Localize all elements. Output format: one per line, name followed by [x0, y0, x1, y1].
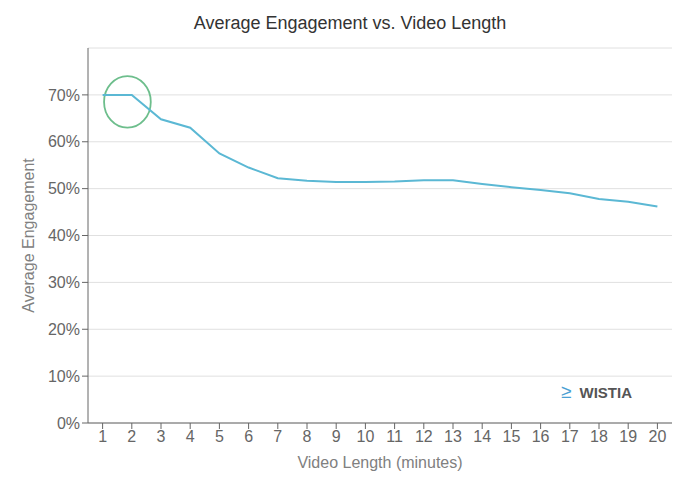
svg-text:70%: 70% — [48, 87, 80, 104]
svg-text:50%: 50% — [48, 180, 80, 197]
svg-text:10%: 10% — [48, 368, 80, 385]
svg-text:13: 13 — [444, 428, 462, 445]
svg-text:40%: 40% — [48, 227, 80, 244]
svg-text:15: 15 — [503, 428, 521, 445]
svg-text:4: 4 — [186, 428, 195, 445]
svg-text:60%: 60% — [48, 133, 80, 150]
svg-text:0%: 0% — [57, 415, 80, 432]
svg-text:14: 14 — [473, 428, 491, 445]
svg-text:11: 11 — [386, 428, 403, 445]
svg-text:6: 6 — [244, 428, 253, 445]
svg-text:Average Engagement: Average Engagement — [20, 158, 37, 313]
svg-text:20: 20 — [649, 428, 667, 445]
svg-text:1: 1 — [98, 428, 107, 445]
svg-text:2: 2 — [127, 428, 136, 445]
svg-text:17: 17 — [561, 428, 579, 445]
svg-text:19: 19 — [619, 428, 637, 445]
svg-text:10: 10 — [357, 428, 375, 445]
svg-text:18: 18 — [590, 428, 608, 445]
svg-text:8: 8 — [303, 428, 312, 445]
svg-text:9: 9 — [332, 428, 341, 445]
svg-text:16: 16 — [532, 428, 550, 445]
svg-text:12: 12 — [415, 428, 433, 445]
html-text:≥ WISTIA: ≥ WISTIA — [561, 381, 632, 402]
svg-text:Video Length (minutes): Video Length (minutes) — [297, 454, 462, 471]
svg-text:3: 3 — [157, 428, 166, 445]
svg-text:7: 7 — [273, 428, 282, 445]
html-text:Average Engagement vs. Video L: Average Engagement vs. Video Length — [193, 13, 507, 33]
svg-text:20%: 20% — [48, 321, 80, 338]
svg-text:30%: 30% — [48, 274, 80, 291]
svg-text:5: 5 — [215, 428, 224, 445]
